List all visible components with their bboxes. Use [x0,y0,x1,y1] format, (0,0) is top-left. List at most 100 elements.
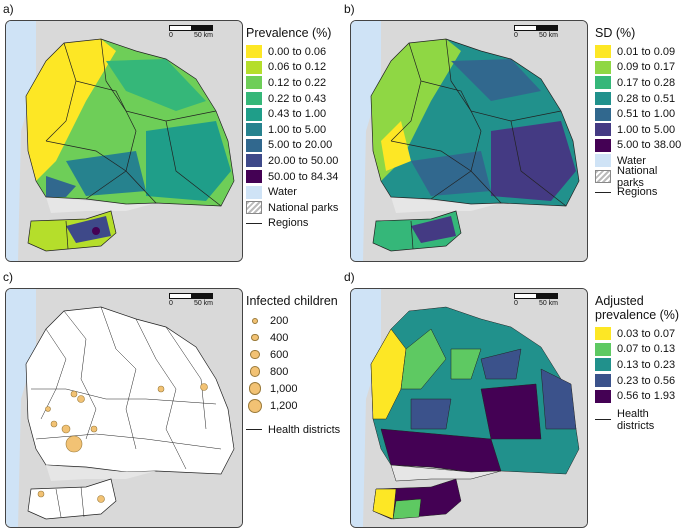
legend-label: 400 [269,331,289,344]
legend-item: 0.00 to 0.06 [246,44,338,60]
legend-item: 0.17 to 0.28 [595,75,685,91]
legend-label: 0.12 to 0.22 [268,76,327,89]
legend-swatch [246,76,262,90]
legend-water: Water [246,184,338,200]
legend-swatch [595,123,611,137]
legend-label: 0.28 to 0.51 [617,92,676,105]
legend-item: 5.00 to 20.00 [246,138,338,154]
legend-circle [248,398,262,413]
legend-label: 1,200 [270,399,298,412]
legend-label: 0.13 to 0.23 [617,358,676,371]
legend-item: 0.01 to 0.09 [595,44,685,60]
legend-label: 0.09 to 0.17 [617,61,676,74]
legend-swatch [595,107,611,121]
legend-label: 1,000 [269,382,298,395]
legend-swatch [595,358,611,372]
legend-swatch [246,170,262,184]
legend-item: 5.00 to 38.00 [595,138,685,154]
ocean-water [6,21,36,261]
legend-size-item: 400 [246,329,340,346]
legend-label: 20.00 to 50.00 [268,154,339,167]
legend-item: 0.12 to 0.22 [246,75,338,91]
legend-swatch [246,92,262,106]
legend-label: 0.23 to 0.56 [617,374,676,387]
legend-swatch [595,76,611,90]
legend-circle [249,366,261,377]
legend-swatch [595,342,611,356]
legend-size-item: 1,200 [246,397,340,414]
legend-districts: Health districts [246,422,340,438]
legend-parks: National parks [246,200,338,216]
legend-swatch [246,123,262,137]
legend-swatch [595,60,611,74]
legend-item: 0.28 to 0.51 [595,91,685,107]
scale-bar: 0 50 km [514,25,558,39]
region-borders [25,38,235,252]
legend-regions: Regions [595,184,685,200]
legend-size-item: 200 [246,312,340,329]
bubbles [37,383,208,503]
legend-label: 0.06 to 0.12 [268,61,327,74]
legend-swatch [595,45,611,59]
legend-item: 0.03 to 0.07 [595,326,685,342]
scale-bar: 0 50 km [169,293,213,307]
legend-item: 0.22 to 0.43 [246,91,338,107]
legend-swatch [246,45,262,59]
legend-swatch [246,138,262,152]
legend-item: 0.56 to 1.93 [595,388,685,404]
legend-districts: Health districts [595,408,685,432]
legend-label: 50.00 to 84.34 [268,170,339,183]
legend-item: 1.00 to 5.00 [595,122,685,138]
legend-label: 5.00 to 20.00 [268,139,333,152]
legend-item: 0.06 to 0.12 [246,60,338,76]
legend-label: 800 [269,365,289,378]
panel-a-legend: Prevalence (%) 0.00 to 0.06 0.06 to 0.12 0… [246,26,338,231]
scale-bar: 0 50 km [514,293,558,307]
panel-b-legend: SD (%) 0.01 to 0.09 0.09 to 0.17 0.17 to 0… [595,26,685,200]
legend-label: 0.43 to 1.00 [268,108,327,121]
legend-label: 0.56 to 1.93 [617,390,676,403]
legend-item: 1.00 to 5.00 [246,122,338,138]
legend-swatch [595,374,611,388]
prevalence-raster [26,39,234,251]
legend-item: 0.13 to 0.23 [595,357,685,373]
panel-a-map: 0 50 km [5,20,243,262]
legend-label: 0.01 to 0.09 [617,45,676,58]
legend-label: 1.00 to 5.00 [617,123,676,136]
panel-b-label: b) [344,2,355,16]
legend-circle [250,349,260,360]
legend-circle [251,333,259,342]
legend-parks: National parks [595,165,685,189]
legend-label: 600 [269,348,289,361]
legend-swatch [595,138,611,152]
legend-label: 0.17 to 0.28 [617,76,676,89]
legend-swatch [595,327,611,341]
legend-size-item: 1,000 [246,380,340,397]
legend-item: 0.51 to 1.00 [595,106,685,122]
panel-c-legend: Infected children 200 400 600 800 1,000 1,200… [246,294,340,438]
legend-swatch [595,92,611,106]
legend-label: 0.22 to 0.43 [268,92,327,105]
legend-item: 0.09 to 0.17 [595,60,685,76]
legend-label: 0.03 to 0.07 [617,327,676,340]
legend-title: Adjusted prevalence (%) [595,294,680,322]
legend-item: 0.07 to 0.13 [595,342,685,358]
legend-swatch [246,154,262,168]
sd-raster [371,39,579,251]
legend-water: Water [595,153,685,169]
legend-size-item: 800 [246,363,340,380]
legend-label: 0.00 to 0.06 [268,45,327,58]
panel-a-label: a) [3,2,14,16]
legend-item: 0.43 to 1.00 [246,106,338,122]
legend-circle [252,317,258,324]
bubble-large [65,435,83,453]
district-borders [31,306,222,518]
panel-d-map: 0 50 km [350,288,588,528]
legend-item: 20.00 to 50.00 [246,153,338,169]
legend-circle [248,382,262,395]
panel-d-label: d) [344,270,355,284]
legend-regions: Regions [246,216,338,232]
legend-title: SD (%) [595,26,636,40]
panel-c-map: 0 50 km [5,288,243,528]
legend-item: 50.00 to 84.34 [246,169,338,185]
